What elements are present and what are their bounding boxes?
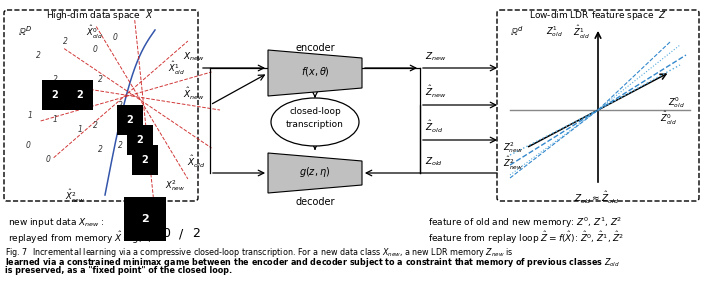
Text: 2: 2	[92, 121, 97, 129]
Text: $g(z, \eta)$: $g(z, \eta)$	[299, 165, 331, 179]
Text: 2: 2	[73, 101, 77, 109]
Text: $Z_{old} \approx \hat{Z}_{old}$: $Z_{old} \approx \hat{Z}_{old}$	[574, 190, 620, 206]
Text: 2: 2	[141, 214, 149, 224]
Text: 1: 1	[77, 125, 82, 135]
Text: decoder: decoder	[295, 197, 334, 207]
Text: 1: 1	[53, 115, 58, 125]
Polygon shape	[268, 50, 362, 96]
Text: $\hat{Z}^0_{old}$: $\hat{Z}^0_{old}$	[660, 109, 677, 127]
Text: 2: 2	[53, 76, 58, 84]
Text: 2: 2	[98, 76, 103, 84]
Text: 2: 2	[36, 50, 40, 60]
Text: 2: 2	[137, 135, 144, 145]
Text: $2$: $2$	[192, 227, 201, 240]
Text: replayed from memory $\hat{X} = g(Z)$:: replayed from memory $\hat{X} = g(Z)$:	[8, 229, 155, 246]
Text: $Z^0_{old}$: $Z^0_{old}$	[668, 95, 685, 111]
Text: $\hat{X}^1_{old}$: $\hat{X}^1_{old}$	[168, 60, 185, 77]
Text: High-dim data space  $\mathit{X}$: High-dim data space $\mathit{X}$	[46, 9, 153, 22]
Text: $Z_{old}$: $Z_{old}$	[425, 156, 443, 168]
Text: $\hat{X}^2_{new}$: $\hat{X}^2_{new}$	[65, 188, 85, 205]
Ellipse shape	[271, 98, 359, 146]
Text: $Z^2_{new}$: $Z^2_{new}$	[503, 141, 523, 155]
Text: $\mathbb{R}^D$: $\mathbb{R}^D$	[18, 24, 32, 38]
Text: 0: 0	[25, 141, 30, 150]
Text: $\mathbb{R}^d$: $\mathbb{R}^d$	[510, 24, 524, 38]
Text: $\hat{Z}_{old}$: $\hat{Z}_{old}$	[425, 119, 443, 135]
Text: 2: 2	[51, 90, 58, 100]
Text: $0$: $0$	[162, 227, 171, 240]
Text: 0: 0	[46, 156, 51, 164]
Text: $\hat{Z}_{new}$: $\hat{Z}_{new}$	[425, 84, 446, 100]
Text: $Z^1_{old}$: $Z^1_{old}$	[546, 24, 562, 39]
Text: Low-dim LDR feature space  $\mathit{Z}$: Low-dim LDR feature space $\mathit{Z}$	[529, 9, 667, 22]
Text: $\hat{X}_{new}$: $\hat{X}_{new}$	[183, 86, 205, 102]
Text: 2: 2	[118, 101, 122, 109]
Text: new input data $X_{new}$ :: new input data $X_{new}$ :	[8, 216, 105, 229]
Text: 2: 2	[142, 155, 149, 165]
Text: 2: 2	[77, 90, 83, 100]
Text: 2: 2	[127, 115, 133, 125]
Text: $\hat{X}^0_{old}$: $\hat{X}^0_{old}$	[87, 24, 103, 41]
FancyBboxPatch shape	[4, 10, 198, 201]
FancyBboxPatch shape	[497, 10, 699, 201]
Text: is preserved, as a "fixed point" of the closed loop.: is preserved, as a "fixed point" of the …	[5, 266, 232, 275]
Text: $\hat{Z}^1_{old}$: $\hat{Z}^1_{old}$	[572, 24, 589, 41]
Polygon shape	[268, 153, 362, 193]
Text: 0: 0	[92, 46, 97, 54]
Text: $X^2_{new}$: $X^2_{new}$	[165, 178, 185, 193]
Text: $X_{new}$: $X_{new}$	[183, 50, 205, 63]
Text: Fig. 7  Incremental learning via a compressive closed-loop transcription. For a : Fig. 7 Incremental learning via a compre…	[5, 246, 513, 259]
Text: $f(x, \theta)$: $f(x, \theta)$	[301, 66, 329, 78]
Text: 2: 2	[118, 141, 122, 150]
Text: encoder: encoder	[295, 43, 335, 53]
Text: $\hat{X}_{old}$: $\hat{X}_{old}$	[187, 154, 205, 170]
Text: learned via a constrained minimax game between the encoder and decoder subject t: learned via a constrained minimax game b…	[5, 256, 620, 269]
Text: $/$: $/$	[178, 227, 184, 241]
Text: feature from replay loop $\hat{Z} = f(\hat{X})$: $\hat{Z}^0$, $\hat{Z}^1$, $\hat: feature from replay loop $\hat{Z} = f(\h…	[428, 229, 624, 246]
Text: 0: 0	[113, 34, 118, 42]
Text: 1: 1	[27, 111, 32, 119]
Text: feature of old and new memory: $Z^0$, $Z^1$, $Z^2$: feature of old and new memory: $Z^0$, $Z…	[428, 216, 622, 230]
Text: closed-loop
transcription: closed-loop transcription	[286, 107, 344, 129]
Text: 2: 2	[63, 38, 68, 46]
Text: $Z_{new}$: $Z_{new}$	[425, 50, 446, 63]
Text: $\hat{Z}^2_{new}$: $\hat{Z}^2_{new}$	[503, 154, 523, 172]
Text: 2: 2	[98, 146, 103, 154]
